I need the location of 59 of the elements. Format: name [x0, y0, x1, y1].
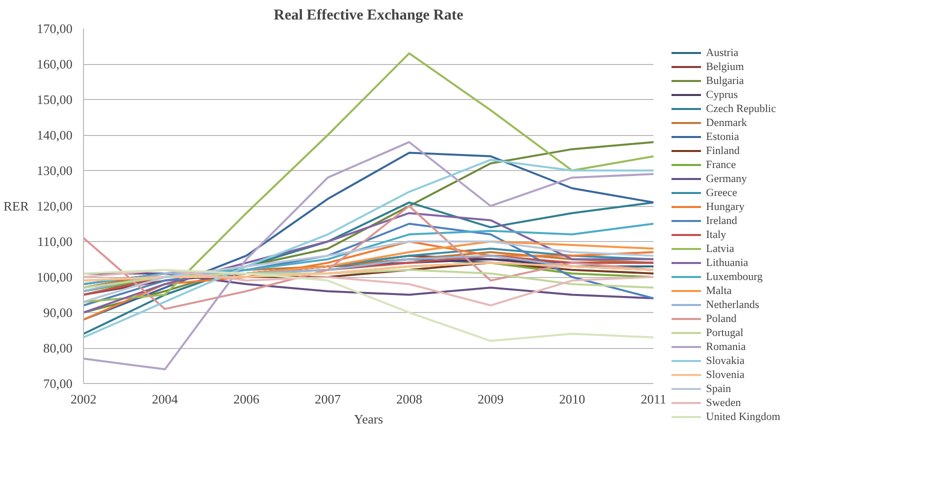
y-tick-label: 160,00: [36, 56, 72, 72]
x-tick-label: 2004: [152, 392, 178, 406]
y-tick-label: 130,00: [36, 163, 72, 178]
legend-label: Bulgaria: [706, 74, 744, 87]
legend-label: Latvia: [706, 242, 734, 255]
legend-label: Denmark: [706, 116, 747, 129]
legend-label: Poland: [706, 312, 737, 325]
line-series: [84, 268, 654, 342]
line-series: [84, 268, 654, 289]
legend-label: France: [706, 158, 736, 171]
legend-label: Cyprus: [706, 88, 738, 101]
x-tick-label: 2009: [478, 392, 504, 406]
legend-label: Malta: [706, 284, 732, 297]
legend-label: Estonia: [706, 130, 739, 143]
x-tick-label: 2008: [396, 392, 422, 406]
legend-label: Czech Republic: [706, 102, 776, 115]
legend-label: Austria: [706, 46, 738, 59]
legend-label: Netherlands: [706, 298, 760, 311]
line-series: [84, 141, 654, 370]
y-tick-label: 120,00: [36, 198, 72, 214]
line-series: [84, 222, 654, 306]
y-tick-label: 110,00: [37, 234, 73, 249]
legend-label: United Kingdom: [706, 410, 780, 423]
x-tick-label: 2002: [70, 392, 96, 406]
y-tick-label: 70,00: [43, 376, 72, 391]
line-series: [84, 52, 654, 303]
x-tick-label: 2010: [559, 392, 586, 406]
legend-label: Belgium: [706, 60, 744, 73]
y-tick-label: 90,00: [43, 305, 72, 320]
line-series: [84, 240, 654, 303]
chart-title: Real Effective Exchange Rate: [274, 8, 464, 24]
legend-label: Finland: [706, 144, 740, 157]
legend-label: Slovenia: [706, 368, 744, 381]
legend-label: Italy: [706, 228, 726, 241]
line-series: [84, 268, 654, 306]
line-series: [84, 240, 654, 321]
legend-label: Sweden: [706, 396, 741, 409]
legend-label: Portugal: [706, 326, 744, 339]
legend-label: Ireland: [706, 214, 738, 227]
line-series: [84, 222, 654, 286]
x-tick-label: 2011: [640, 392, 666, 406]
x-tick-label: 2006: [233, 392, 260, 406]
legend-label: Luxembourg: [706, 270, 763, 283]
x-axis-title: Years: [354, 412, 384, 426]
y-tick-label: 80,00: [43, 340, 72, 356]
legend-label: Germany: [706, 172, 747, 185]
x-tick-label: 2007: [314, 392, 342, 406]
y-tick-label: 100,00: [36, 270, 72, 284]
legend-label: Greece: [706, 186, 738, 199]
legend-label: Lithuania: [706, 256, 748, 269]
y-axis-title: RER: [3, 198, 30, 214]
line-series: [84, 201, 654, 335]
y-tick-label: 140,00: [36, 128, 72, 142]
legend-label: Slovakia: [706, 354, 744, 367]
y-tick-label: 170,00: [36, 21, 72, 36]
y-tick-label: 150,00: [36, 92, 72, 107]
legend-label: Spain: [706, 382, 732, 395]
legend-label: Hungary: [706, 200, 744, 213]
legend-label: Romania: [706, 340, 746, 353]
